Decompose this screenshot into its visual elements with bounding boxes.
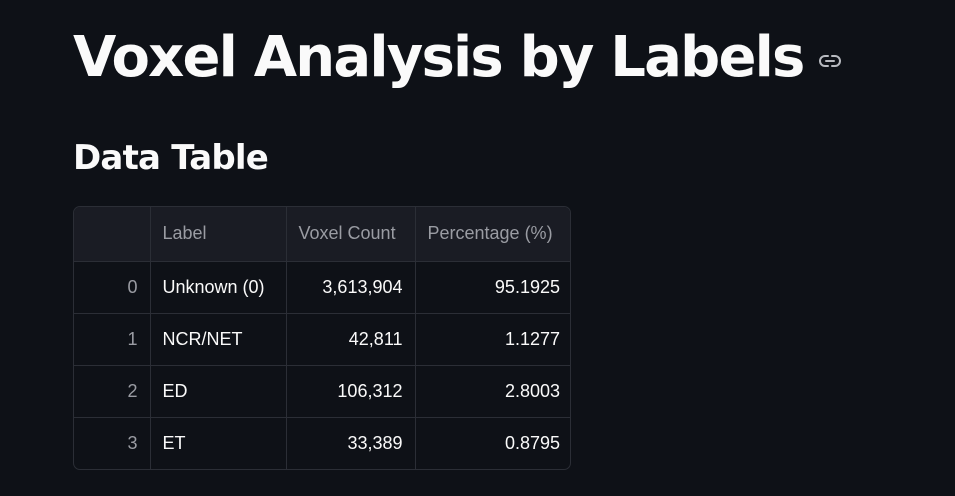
voxel-count-cell[interactable]: 33,389 [286, 417, 416, 469]
table-row: 1 NCR/NET 42,811 1.1277 [74, 313, 570, 366]
column-header-label[interactable]: Label [150, 207, 287, 262]
row-index-cell[interactable]: 1 [74, 313, 151, 366]
data-table[interactable]: Label Voxel Count Percentage (%) 0 Unkno… [73, 206, 571, 470]
link-icon[interactable] [816, 47, 844, 75]
table-row: 3 ET 33,389 0.8795 [74, 417, 570, 469]
page-title: Voxel Analysis by Labels [73, 25, 805, 90]
column-header-index[interactable] [74, 207, 151, 262]
percentage-cell[interactable]: 2.8003 [415, 365, 570, 418]
label-cell[interactable]: NCR/NET [150, 313, 287, 366]
label-cell[interactable]: ED [150, 365, 287, 418]
section-title: Data Table [73, 138, 269, 178]
table-row: 0 Unknown (0) 3,613,904 95.1925 [74, 261, 570, 314]
voxel-count-cell[interactable]: 3,613,904 [286, 261, 416, 314]
percentage-cell[interactable]: 0.8795 [504, 432, 560, 453]
row-index-cell[interactable]: 0 [74, 261, 151, 314]
row-index-cell[interactable]: 2 [74, 365, 151, 418]
column-header-voxel-count[interactable]: Voxel Count [286, 207, 416, 262]
table-header-row: Label Voxel Count Percentage (%) [74, 207, 570, 262]
voxel-count-cell[interactable]: 42,811 [286, 313, 416, 366]
row-index-cell[interactable]: 3 [74, 417, 151, 469]
label-cell[interactable]: ET [150, 417, 287, 469]
title-row: Voxel Analysis by Labels [73, 22, 844, 94]
label-cell[interactable]: Unknown (0) [150, 261, 287, 314]
data-table-grid: Label Voxel Count Percentage (%) 0 Unkno… [74, 207, 570, 469]
voxel-count-cell[interactable]: 106,312 [286, 365, 416, 418]
column-header-percentage[interactable]: Percentage (%) [415, 207, 570, 262]
percentage-cell[interactable]: 95.1925 [415, 261, 570, 314]
percentage-cell[interactable]: 1.1277 [415, 313, 570, 366]
table-row: 2 ED 106,312 2.8003 [74, 365, 570, 418]
